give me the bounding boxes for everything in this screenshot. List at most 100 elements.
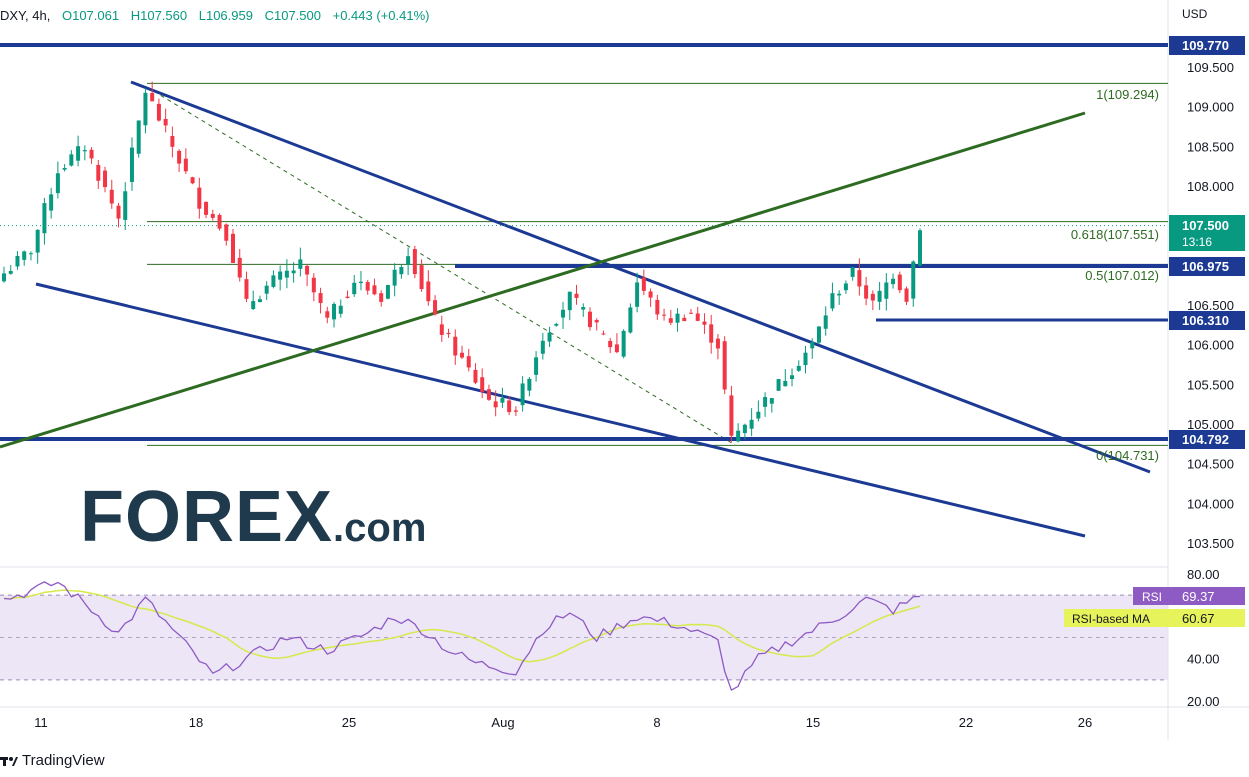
channel-lower-line	[35, 282, 1086, 538]
candle-body	[493, 401, 498, 408]
time-axis: 11 18 25 Aug 8 15 22 26	[34, 715, 1092, 730]
ohlc-legend: DXY, 4h, O107.061 H107.560 L106.959 C107…	[0, 8, 437, 23]
candle-body	[143, 92, 148, 126]
candle-body	[500, 398, 505, 403]
time-tick: 26	[1078, 715, 1092, 730]
candle-body	[709, 324, 714, 343]
countdown-text: 13:16	[1182, 235, 1212, 249]
candle-body	[567, 291, 572, 311]
price-tick: 103.500	[1187, 536, 1234, 551]
fib-label-05: 0.5(107.012)	[1085, 268, 1159, 283]
candle-body	[513, 410, 518, 412]
symbol-label[interactable]: DXY, 4h,	[0, 8, 51, 23]
candle-body	[742, 424, 747, 434]
candle-body	[305, 265, 310, 275]
rsi-tick: 80.00	[1187, 567, 1220, 582]
candle-body	[237, 257, 242, 278]
candle-body	[318, 293, 323, 303]
candle-body	[918, 230, 922, 266]
candles	[2, 81, 922, 443]
candle-body	[264, 285, 269, 294]
candle-body	[332, 303, 337, 320]
rsi-tag	[1133, 587, 1245, 605]
candle-body	[76, 146, 81, 161]
candle-body	[621, 330, 626, 357]
candle-body	[224, 224, 229, 241]
level-104792-tag	[1169, 430, 1245, 449]
candle-body	[2, 273, 6, 282]
candle-body	[298, 259, 303, 269]
price-tick: 104.000	[1187, 496, 1234, 511]
candle-body	[756, 411, 761, 419]
candle-body	[857, 270, 862, 287]
candle-body	[662, 314, 667, 316]
candle-body	[749, 419, 754, 429]
candle-body	[736, 430, 741, 442]
candle-body	[372, 285, 377, 295]
candle-body	[796, 365, 801, 371]
candle-body	[850, 267, 855, 277]
candle-body	[641, 277, 646, 291]
candle-body	[675, 313, 680, 323]
candle-body	[884, 282, 889, 299]
time-tick: Aug	[491, 715, 514, 730]
candle-body	[170, 136, 175, 147]
level-106975-text: 106.975	[1182, 259, 1229, 274]
candle-body	[460, 352, 464, 358]
rising-trendline	[0, 111, 1086, 449]
candle-body	[392, 269, 397, 286]
candle-body	[231, 233, 235, 263]
candle-body	[843, 283, 848, 291]
candle-body	[177, 150, 182, 164]
candle-body	[311, 277, 316, 293]
fib-label-0618: 0.618(107.551)	[1071, 227, 1159, 242]
level-109770-tag	[1169, 36, 1245, 55]
candle-body	[904, 288, 909, 302]
candle-body	[507, 400, 512, 413]
rsi-ma-tag	[1064, 609, 1245, 627]
candle-body	[601, 333, 606, 335]
price-tick: 108.000	[1187, 179, 1234, 194]
time-tick: 11	[34, 715, 48, 730]
candle-body	[412, 249, 417, 275]
candle-body	[82, 150, 87, 152]
candle-body	[790, 375, 795, 380]
price-tick: 106.000	[1187, 338, 1234, 353]
candle-body	[870, 293, 875, 301]
rsi-tick: 20.00	[1187, 694, 1220, 709]
rsi-ma-tag-name: RSI-based MA	[1072, 612, 1150, 626]
candle-body	[123, 191, 128, 220]
change-value: +0.443 (+0.41%)	[332, 8, 430, 23]
candle-body	[150, 93, 155, 102]
candle-body	[446, 332, 451, 335]
candle-body	[830, 293, 835, 309]
candle-body	[689, 312, 693, 314]
time-tick: 22	[959, 715, 973, 730]
tradingview-text: TradingView	[22, 752, 105, 769]
price-tick: 105.000	[1187, 417, 1234, 432]
last-price-text: 107.500	[1182, 218, 1229, 233]
candle-body	[453, 336, 458, 356]
candle-body	[439, 324, 444, 335]
price-tick: 109.500	[1187, 60, 1234, 75]
candle-body	[116, 205, 121, 219]
candle-body	[109, 189, 114, 204]
candle-body	[561, 309, 566, 318]
channel-upper-line	[130, 80, 1151, 474]
time-tick: 15	[806, 715, 820, 730]
forex-logo: FOREX.com	[80, 476, 426, 558]
level-106310-tag	[1169, 311, 1245, 330]
open-value: O107.061	[61, 8, 120, 23]
logo-main-text: FOREX	[80, 477, 334, 557]
candle-body	[540, 340, 545, 354]
candle-body	[103, 170, 108, 188]
candle-body	[547, 332, 552, 342]
tradingview-attribution[interactable]: TradingView	[0, 752, 105, 769]
candle-body	[42, 203, 47, 234]
candle-body	[325, 311, 330, 318]
candle-body	[136, 120, 141, 154]
candle-body	[278, 271, 283, 280]
candle-body	[614, 344, 619, 353]
candle-body	[763, 397, 768, 407]
rsi-tag-name: RSI	[1142, 590, 1162, 604]
